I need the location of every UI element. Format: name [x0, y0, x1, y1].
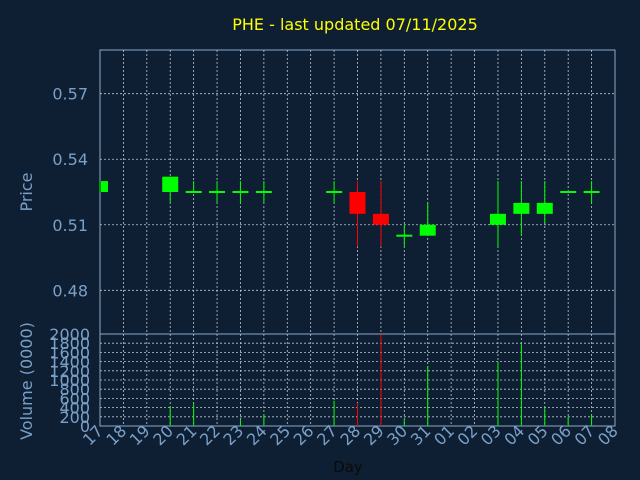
volume-tick-label: 1200	[49, 362, 90, 381]
candle-body	[396, 234, 413, 237]
price-tick-label: 0.54	[52, 150, 88, 169]
volume-tick-label: 0	[80, 417, 90, 436]
volume-tick-label: 600	[59, 389, 90, 408]
candle-body	[101, 181, 108, 192]
price-tick-label: 0.51	[52, 216, 88, 235]
candle-body	[536, 202, 553, 214]
price-tick-label: 0.57	[52, 85, 88, 104]
candle-body	[560, 191, 577, 193]
volume-tick-label: 1000	[49, 371, 90, 390]
chart-title: PHE - last updated 07/11/2025	[232, 15, 478, 34]
candle-body	[583, 191, 600, 193]
candle-body	[209, 191, 226, 193]
price-axis-label: Price	[17, 172, 36, 211]
candle-body	[372, 213, 389, 225]
candle-body	[232, 191, 249, 193]
volume-tick-label: 2000	[49, 325, 90, 344]
candle-body	[162, 176, 179, 192]
volume-tick-label: 1400	[49, 353, 90, 372]
candle-body	[185, 191, 202, 193]
candle-body	[326, 191, 343, 193]
volume-axis-label: Volume (0000)	[17, 322, 36, 440]
price-tick-label: 0.48	[52, 281, 88, 300]
candle-body	[255, 191, 272, 193]
candle-body	[349, 192, 366, 214]
candle-body	[419, 224, 436, 236]
volume-tick-label: 1600	[49, 343, 90, 362]
volume-tick-label: 200	[59, 408, 90, 427]
volume-tick-label: 800	[59, 380, 90, 399]
volume-panel: 0200400600800100012001400160018002000171…	[49, 325, 622, 449]
candle-body	[513, 202, 530, 214]
volume-tick-label: 400	[59, 399, 90, 418]
candle-body	[489, 213, 506, 225]
price-panel: 0.48 0.51 0.54 0.57	[52, 49, 616, 335]
x-axis-label: Day	[333, 458, 363, 476]
volume-tick-label: 1800	[49, 334, 90, 353]
